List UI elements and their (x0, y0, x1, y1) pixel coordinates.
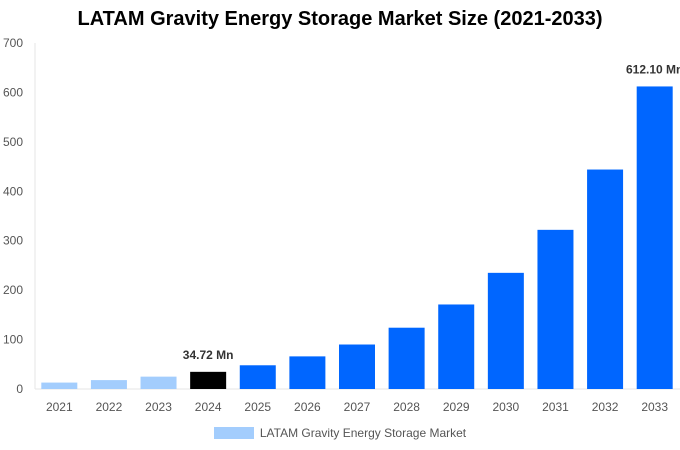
data-label: 612.10 Mn (626, 62, 680, 76)
legend[interactable]: LATAM Gravity Energy Storage Market (0, 426, 680, 440)
x-tick-label: 2029 (443, 400, 470, 414)
x-tick-label: 2028 (393, 400, 420, 414)
x-tick-label: 2033 (641, 400, 668, 414)
bar-2029 (438, 304, 475, 389)
y-tick-label: 700 (3, 36, 23, 50)
bar-2028 (388, 327, 425, 389)
bar-2031 (537, 229, 574, 389)
bar-2032 (587, 169, 624, 389)
bar-2033 (636, 86, 673, 389)
x-tick-label: 2026 (294, 400, 321, 414)
y-tick-label: 100 (3, 333, 23, 347)
bar-2027 (339, 344, 375, 389)
x-tick-label: 2027 (344, 400, 371, 414)
x-tick-label: 2021 (46, 400, 73, 414)
bar-2024 (190, 371, 227, 389)
y-tick-label: 0 (16, 382, 23, 396)
bar-2022 (90, 380, 127, 389)
x-tick-label: 2025 (244, 400, 271, 414)
data-label: 34.72 Mn (183, 348, 234, 362)
bar-2026 (289, 356, 326, 389)
x-tick-label: 2022 (96, 400, 123, 414)
legend-label: LATAM Gravity Energy Storage Market (259, 426, 467, 440)
bar-2030 (487, 272, 524, 389)
bar-2021 (41, 382, 78, 389)
x-tick-label: 2031 (542, 400, 569, 414)
bar-2023 (140, 376, 177, 389)
x-tick-label: 2023 (145, 400, 172, 414)
x-tick-label: 2024 (195, 400, 222, 414)
y-tick-label: 400 (3, 184, 23, 198)
y-tick-label: 300 (3, 234, 23, 248)
y-tick-label: 200 (3, 283, 23, 297)
y-tick-label: 600 (3, 85, 23, 99)
legend-swatch (213, 427, 254, 439)
x-tick-label: 2032 (592, 400, 619, 414)
chart-title: LATAM Gravity Energy Storage Market Size… (77, 8, 603, 30)
y-tick-label: 500 (3, 135, 23, 149)
bar-2025 (239, 365, 276, 389)
x-tick-label: 2030 (492, 400, 519, 414)
